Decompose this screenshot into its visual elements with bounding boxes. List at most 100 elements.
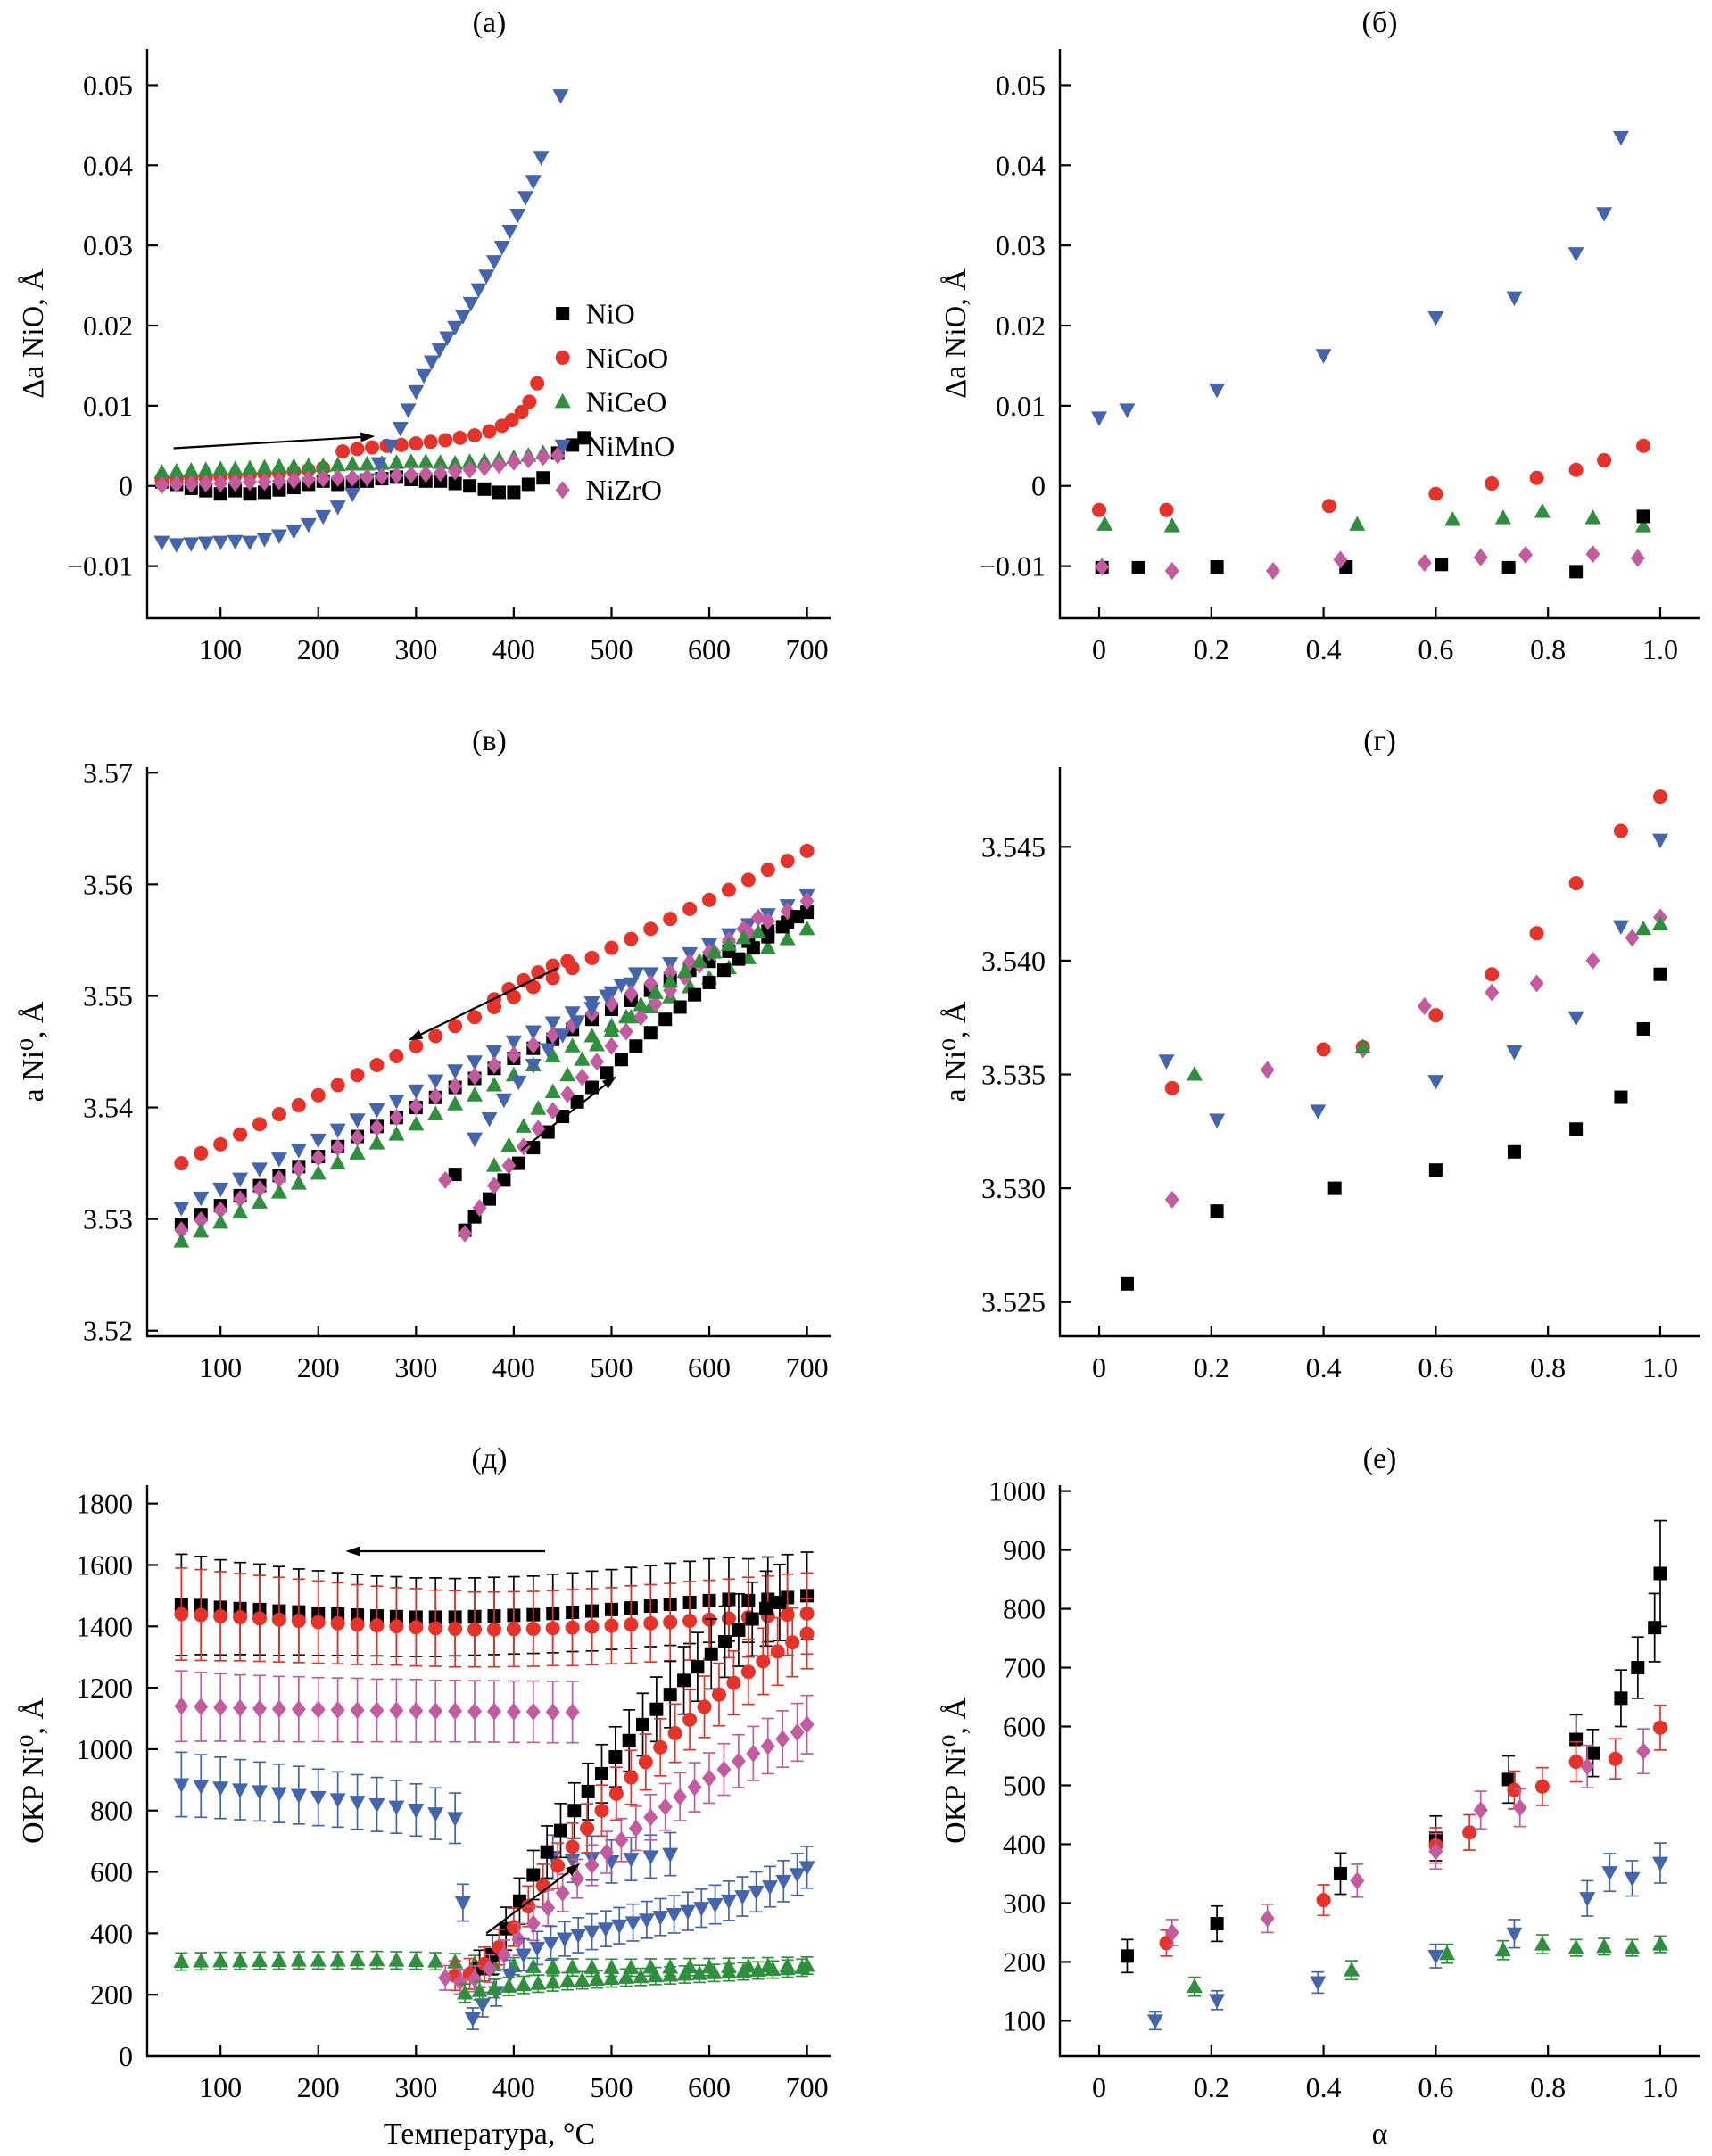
- svg-text:0.6: 0.6: [1418, 2071, 1453, 2103]
- svg-text:α: α: [1372, 2118, 1388, 2151]
- svg-text:(д): (д): [472, 1442, 508, 1475]
- series-NiMnO: [1091, 130, 1629, 426]
- svg-text:1600: 1600: [76, 1549, 133, 1581]
- svg-text:600: 600: [688, 1351, 731, 1384]
- svg-text:0.2: 0.2: [1194, 633, 1229, 665]
- series-NiZrO-heating: [438, 1694, 815, 1995]
- series-NiO: [1120, 1519, 1667, 1974]
- svg-text:0.05: 0.05: [996, 69, 1046, 101]
- svg-text:0.6: 0.6: [1418, 633, 1453, 665]
- svg-text:1200: 1200: [76, 1672, 133, 1704]
- svg-text:200: 200: [297, 2071, 340, 2103]
- svg-text:200: 200: [297, 1351, 340, 1384]
- svg-text:0: 0: [1092, 2071, 1106, 2103]
- svg-text:0.6: 0.6: [1418, 1351, 1453, 1384]
- svg-text:NiO: NiO: [586, 298, 635, 330]
- svg-text:3.530: 3.530: [981, 1172, 1046, 1204]
- svg-text:(б): (б): [1362, 6, 1398, 39]
- series-NiCoO-cooling: [174, 843, 815, 1171]
- svg-text:0.04: 0.04: [996, 149, 1046, 181]
- svg-text:3.54: 3.54: [83, 1092, 133, 1124]
- svg-text:0.04: 0.04: [83, 149, 133, 181]
- svg-text:1.0: 1.0: [1642, 1351, 1678, 1384]
- svg-text:0: 0: [119, 2040, 133, 2072]
- panel-b: 0 0.2 0.4 0.6 0.8 1.0 −0.01 0 0.01 0.02 0.03 0.04 0.…: [856, 0, 1712, 718]
- panel-v: 100 200 300 400 500 600 700 3.52 3.53 3.54 3.55 3.5…: [0, 718, 856, 1436]
- svg-text:0.4: 0.4: [1306, 1351, 1342, 1384]
- svg-text:NiMnO: NiMnO: [586, 430, 675, 462]
- svg-text:0.02: 0.02: [83, 310, 133, 342]
- svg-text:300: 300: [1003, 1887, 1046, 1919]
- svg-text:−0.01: −0.01: [980, 550, 1046, 582]
- panel-e-chart: 0 0.2 0.4 0.6 0.8 1.0 100 200 300 400 500 600 700 800…: [939, 1442, 1700, 2151]
- svg-text:1000: 1000: [76, 1733, 133, 1765]
- arrow-annotation: [345, 1546, 545, 1557]
- svg-text:Температура, °C: Температура, °C: [384, 2118, 595, 2151]
- svg-text:0: 0: [119, 470, 133, 502]
- svg-text:600: 600: [1003, 1711, 1046, 1743]
- series-NiZrO: [1164, 908, 1667, 1209]
- svg-text:1000: 1000: [988, 1475, 1046, 1508]
- svg-text:0.2: 0.2: [1194, 2071, 1229, 2103]
- series-NiCoO: [1159, 1704, 1667, 1957]
- series-NiMnO: [153, 89, 569, 553]
- svg-text:1.0: 1.0: [1642, 2071, 1678, 2103]
- series-NiO: [1095, 509, 1650, 579]
- series-NiCoO-cooling: [174, 1567, 815, 1668]
- arrow-annotation: [173, 432, 376, 450]
- svg-text:0.4: 0.4: [1306, 2071, 1342, 2103]
- svg-text:300: 300: [394, 1351, 437, 1384]
- series-NiO: [1120, 967, 1667, 1291]
- svg-text:0.8: 0.8: [1530, 633, 1566, 665]
- panel-v-chart: 100 200 300 400 500 600 700 3.52 3.53 3.54 3.55 3.5…: [17, 724, 831, 1384]
- panel-a: 100 200 300 400 500 600 700 −0.01 0 0.01 0.02 0.03 0…: [0, 0, 856, 718]
- svg-text:NiCeO: NiCeO: [586, 385, 667, 417]
- svg-text:0.03: 0.03: [83, 229, 133, 261]
- series-NiZrO-cooling: [174, 1670, 580, 1744]
- series-NiMnO-heating: [467, 967, 644, 1148]
- svg-text:200: 200: [297, 633, 340, 665]
- axes-a: 100 200 300 400 500 600 700 −0.01 0 0.01 0.02 0.03 0…: [17, 6, 831, 665]
- series-NiZrO: [1095, 545, 1645, 580]
- svg-text:0.4: 0.4: [1306, 633, 1342, 665]
- panel-b-chart: 0 0.2 0.4 0.6 0.8 1.0 −0.01 0 0.01 0.02 0.03 0.04 0.…: [939, 6, 1700, 665]
- series-NiCeO-heating: [485, 923, 766, 1172]
- svg-text:NiZrO: NiZrO: [586, 474, 662, 506]
- svg-text:100: 100: [199, 633, 242, 665]
- svg-text:100: 100: [1003, 2004, 1046, 2036]
- svg-text:3.545: 3.545: [981, 830, 1046, 863]
- svg-text:200: 200: [90, 1978, 133, 2011]
- series-NiCoO: [1092, 438, 1651, 517]
- series-NiZrO: [1164, 1728, 1651, 1946]
- axes-d: 100 200 300 400 500 600 700 0 200 400 600 800 1000 12…: [17, 1442, 831, 2151]
- panel-d: 100 200 300 400 500 600 700 0 200 400 600 800 1000 12…: [0, 1436, 856, 2156]
- svg-text:500: 500: [1003, 1769, 1046, 1801]
- svg-text:Δa NiO, Å: Δa NiO, Å: [17, 268, 50, 399]
- svg-text:3.540: 3.540: [981, 945, 1046, 977]
- svg-text:ОКР Ni⁰, Å: ОКР Ni⁰, Å: [17, 1698, 50, 1844]
- panel-e: 0 0.2 0.4 0.6 0.8 1.0 100 200 300 400 500 600 700 800…: [856, 1436, 1712, 2156]
- arrow-annotation: [520, 1076, 616, 1151]
- svg-text:0.02: 0.02: [996, 310, 1046, 342]
- svg-text:(а): (а): [473, 6, 507, 39]
- svg-text:100: 100: [199, 2071, 242, 2103]
- series-NiCeO-heating: [457, 1958, 811, 2003]
- axes-e: 0 0.2 0.4 0.6 0.8 1.0 100 200 300 400 500 600 700 800…: [939, 1442, 1700, 2151]
- svg-text:3.56: 3.56: [83, 868, 133, 900]
- svg-text:3.535: 3.535: [981, 1059, 1046, 1091]
- axes-g: 0 0.2 0.4 0.6 0.8 1.0 3.525 3.530 3.535 3.540 3.54…: [939, 724, 1700, 1384]
- svg-text:0.2: 0.2: [1194, 1351, 1229, 1384]
- svg-text:500: 500: [590, 2071, 633, 2103]
- axes-v: 100 200 300 400 500 600 700 3.52 3.53 3.54 3.55 3.5…: [17, 724, 831, 1384]
- series-NiO-heating: [473, 1563, 787, 1988]
- svg-text:1400: 1400: [76, 1610, 133, 1642]
- svg-text:400: 400: [492, 2071, 535, 2103]
- svg-text:700: 700: [786, 1351, 829, 1384]
- svg-text:600: 600: [90, 1856, 133, 1888]
- panel-a-chart: 100 200 300 400 500 600 700 −0.01 0 0.01 0.02 0.03 0…: [17, 6, 831, 665]
- svg-text:0.8: 0.8: [1530, 2071, 1566, 2103]
- svg-text:500: 500: [590, 633, 633, 665]
- svg-text:(е): (е): [1363, 1442, 1397, 1475]
- svg-text:3.53: 3.53: [83, 1203, 133, 1235]
